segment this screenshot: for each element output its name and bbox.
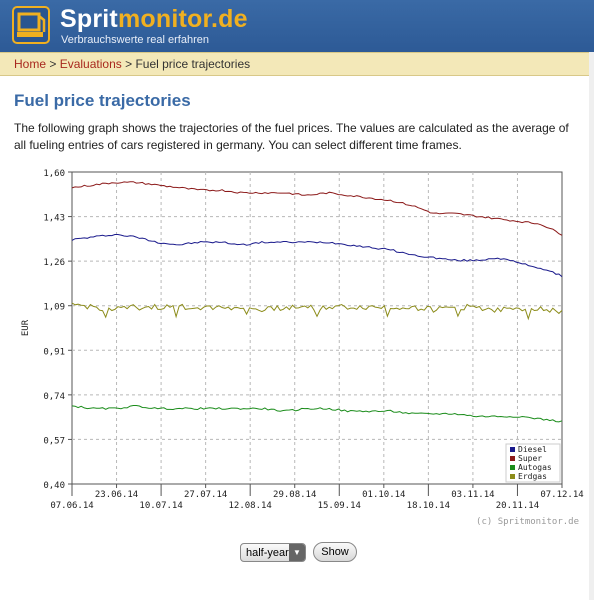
legend-swatch <box>510 465 515 470</box>
series-line-diesel <box>71 234 563 278</box>
breadcrumb-separator: > <box>46 57 60 71</box>
chart-credit: (c) Spritmonitor.de <box>476 517 579 527</box>
legend-swatch <box>510 447 515 452</box>
series-line-super <box>71 181 563 236</box>
x-tick-label: 29.08.14 <box>273 490 316 500</box>
site-tagline: Verbrauchswerte real erfahren <box>61 34 209 46</box>
logo-icon[interactable] <box>12 6 50 44</box>
x-tick-label: 07.12.14 <box>540 490 583 500</box>
breadcrumb: Home > Evaluations > Fuel price trajecto… <box>0 52 594 76</box>
x-tick-label: 20.11.14 <box>496 501 539 511</box>
legend-label: Erdgas <box>518 472 547 481</box>
x-tick-label: 12.08.14 <box>229 501 272 511</box>
logo-main-text: Sprit <box>60 5 118 33</box>
site-logo-text[interactable]: Spritmonitor.de <box>60 5 248 34</box>
logo-accent-text: monitor.de <box>117 5 248 33</box>
x-tick-label: 01.10.14 <box>362 490 405 500</box>
legend-label: Autogas <box>518 463 552 472</box>
legend-label: Diesel <box>518 445 547 454</box>
time-frame-select[interactable]: half-year ▼ <box>240 543 306 562</box>
time-frame-controls: half-year ▼ Show <box>0 542 594 564</box>
y-tick-label: 1,43 <box>43 214 65 224</box>
y-tick-label: 1,09 <box>43 303 65 313</box>
fuel-price-chart: 1,60 1,43 1,26 1,09 0,91 0,74 0,57 0,40 07.06.14… <box>21 169 584 527</box>
legend-swatch <box>510 474 515 479</box>
x-tick-label: 03.11.14 <box>451 490 494 500</box>
show-button[interactable]: Show <box>313 542 357 562</box>
plot-area <box>71 171 563 485</box>
series-line-autogas <box>71 405 563 423</box>
site-header: Spritmonitor.de Verbrauchswerte real erf… <box>0 0 594 52</box>
y-tick-label: 1,60 <box>43 169 65 179</box>
y-tick-label: 0,57 <box>43 436 65 446</box>
x-tick-label: 10.07.14 <box>139 501 182 511</box>
breadcrumb-separator: > <box>121 57 136 71</box>
y-tick-label: 0,40 <box>43 481 65 491</box>
time-frame-select-value: half-year <box>246 547 289 559</box>
x-tick-label: 27.07.14 <box>184 490 227 500</box>
y-axis-label: EUR <box>21 319 31 336</box>
x-tick-label: 07.06.14 <box>50 501 93 511</box>
legend-swatch <box>510 456 515 461</box>
series-line-erdgas <box>71 302 563 321</box>
legend-label: Super <box>518 454 542 463</box>
breadcrumb-evaluations-link[interactable]: Evaluations <box>59 57 122 71</box>
page-scrollbar[interactable] <box>589 52 594 600</box>
breadcrumb-current: Fuel price trajectories <box>135 57 251 71</box>
intro-text: The following graph shows the trajectori… <box>14 121 569 152</box>
page-title: Fuel price trajectories <box>14 91 191 110</box>
x-tick-label: 23.06.14 <box>95 490 138 500</box>
breadcrumb-home-link[interactable]: Home <box>14 57 47 71</box>
x-tick-label: 18.10.14 <box>407 501 450 511</box>
y-tick-label: 1,26 <box>43 258 65 268</box>
chevron-down-icon: ▼ <box>289 544 305 561</box>
x-tick-label: 15.09.14 <box>318 501 361 511</box>
y-tick-label: 0,91 <box>43 347 65 357</box>
y-tick-label: 0,74 <box>43 392 65 402</box>
